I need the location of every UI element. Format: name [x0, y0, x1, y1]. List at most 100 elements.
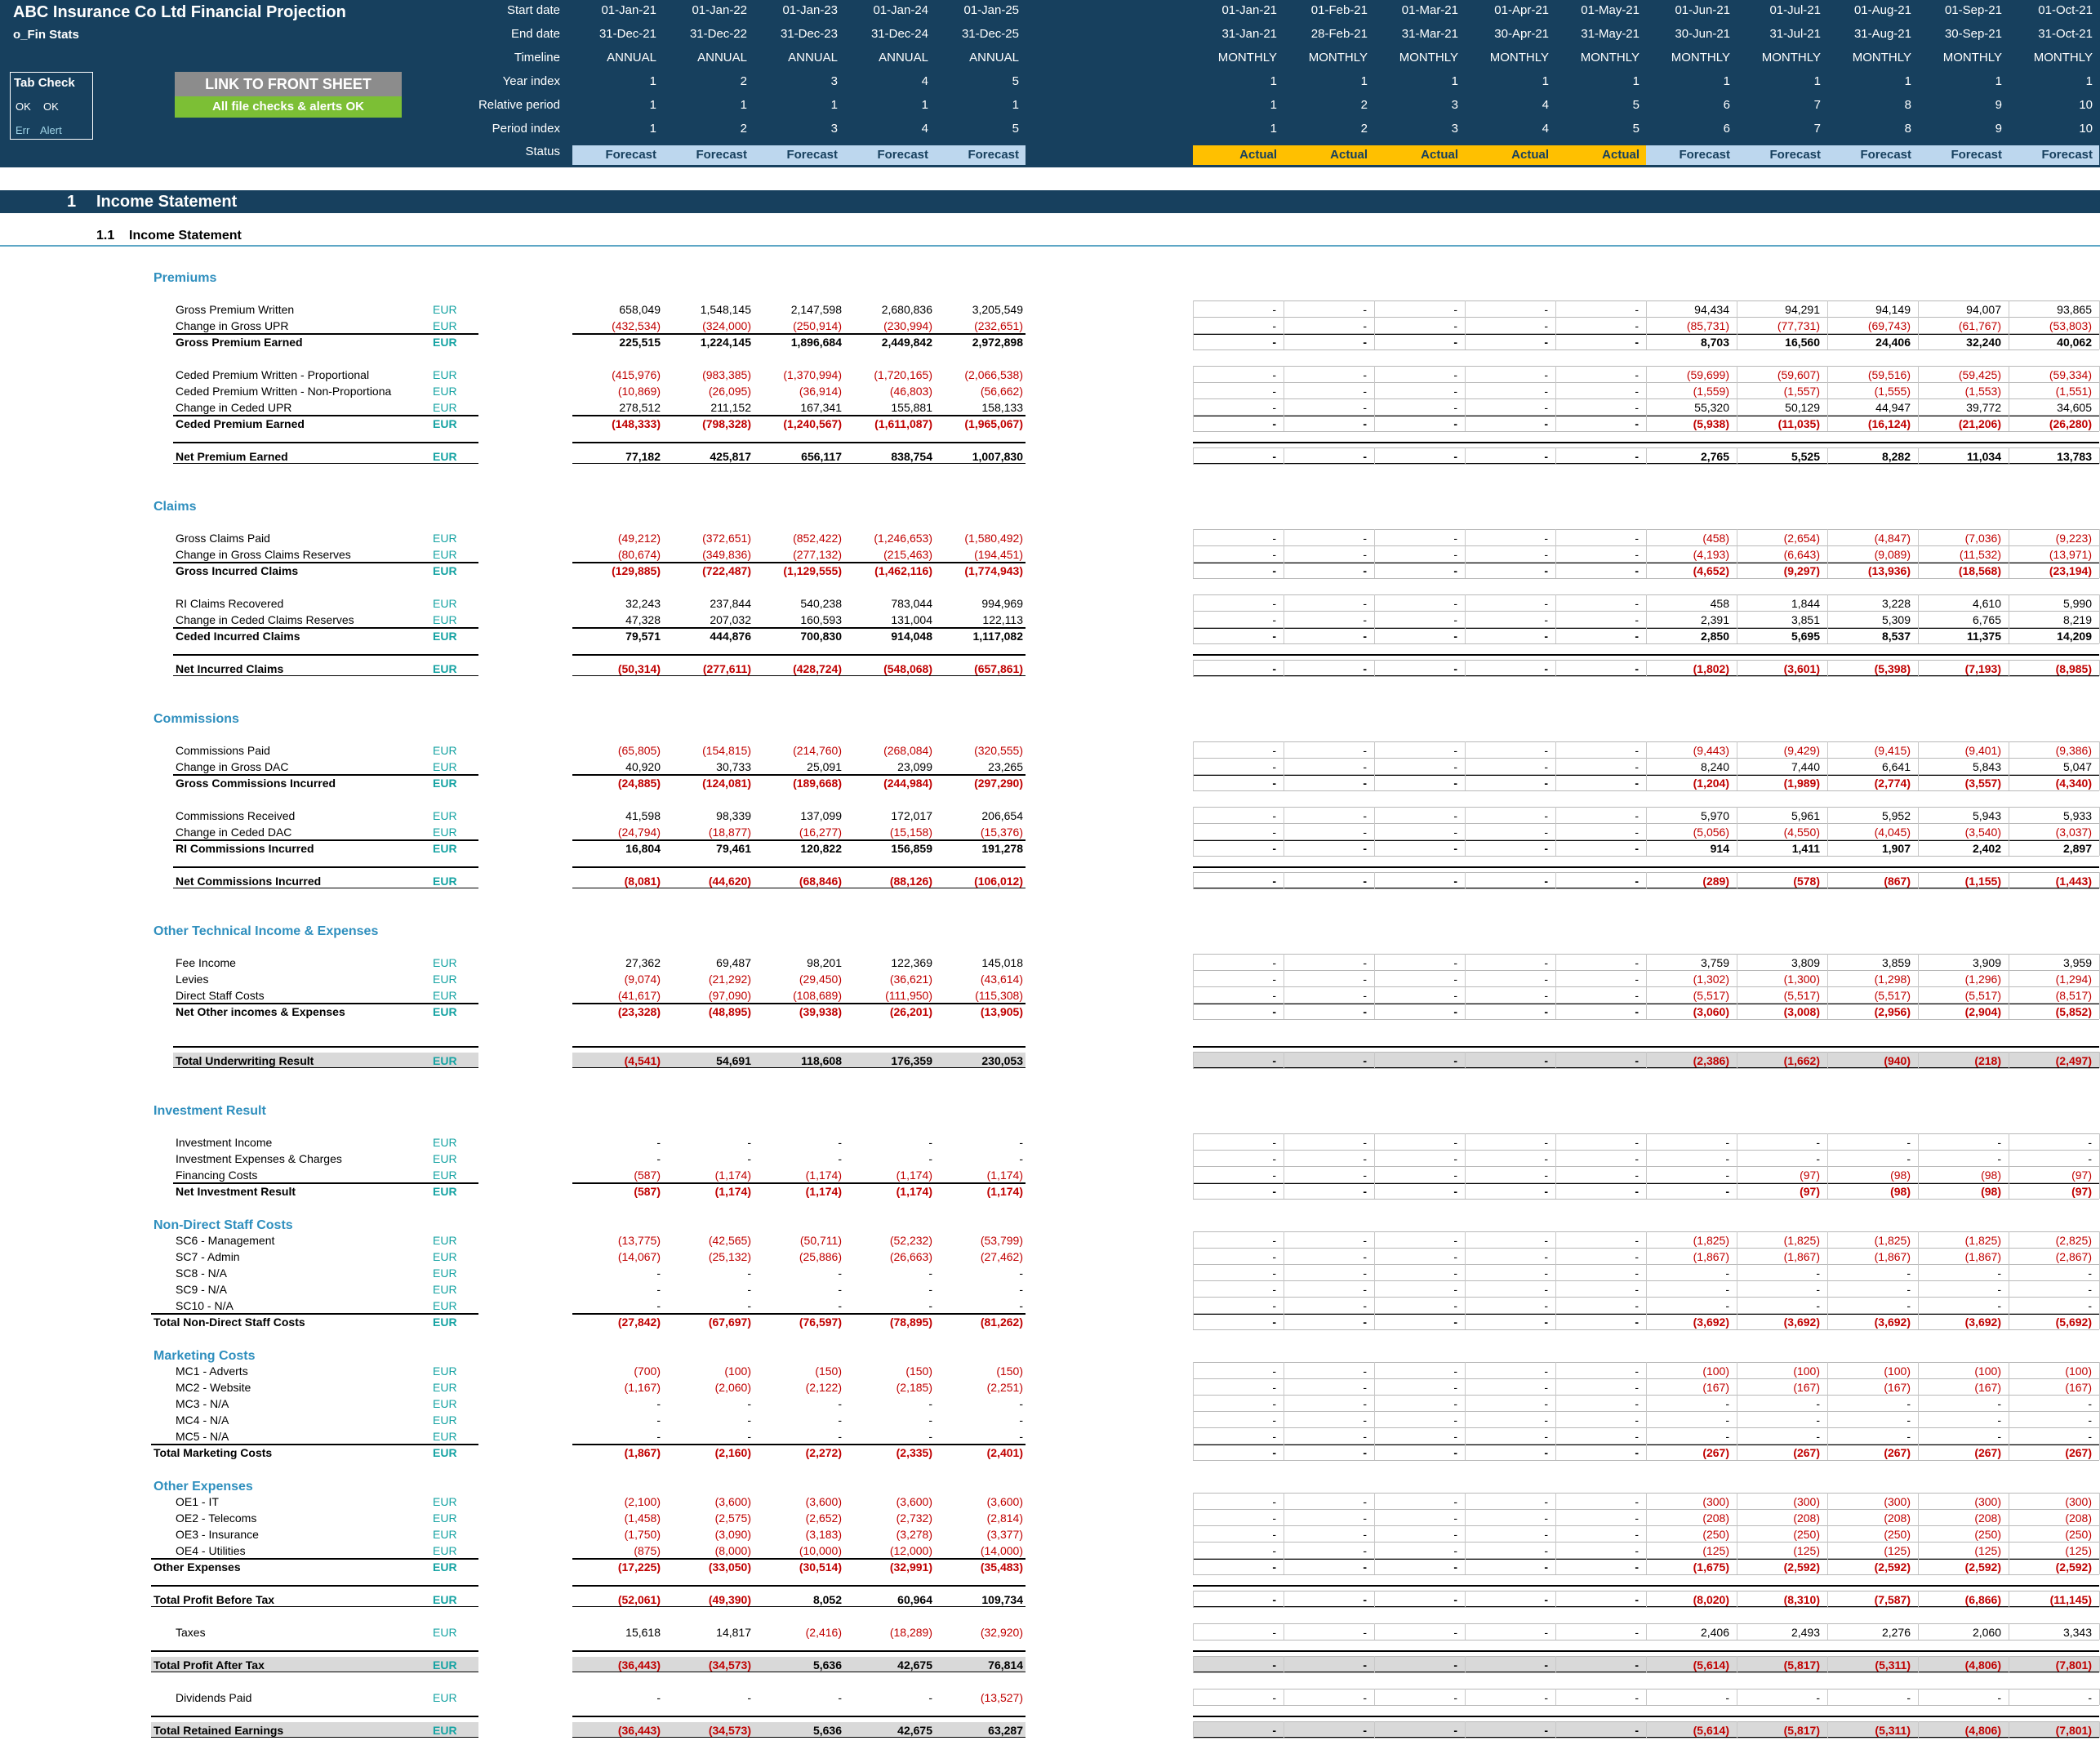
monthly-value[interactable]: - [1453, 1430, 1457, 1443]
annual-value[interactable]: (129,885) [612, 564, 661, 577]
monthly-value[interactable]: - [1453, 1136, 1457, 1149]
monthly-value[interactable]: - [1272, 744, 1276, 757]
monthly-value[interactable]: - [1453, 1446, 1457, 1459]
monthly-value[interactable]: - [1363, 1430, 1367, 1443]
annual-value[interactable]: 76,814 [988, 1658, 1023, 1672]
annual-value[interactable]: (41,617) [617, 989, 661, 1002]
annual-value[interactable]: 230,053 [981, 1054, 1023, 1067]
monthly-value[interactable]: (3,601) [1783, 662, 1820, 675]
monthly-value[interactable]: - [1363, 1413, 1367, 1427]
monthly-value[interactable]: - [1363, 1724, 1367, 1737]
annual-value[interactable]: (4,541) [624, 1054, 661, 1067]
annual-value[interactable]: - [928, 1430, 932, 1443]
annual-value[interactable]: - [747, 1299, 751, 1312]
annual-value[interactable]: (1,750) [624, 1528, 661, 1541]
annual-value[interactable]: (548,068) [883, 662, 932, 675]
monthly-value[interactable]: - [1272, 1544, 1276, 1557]
monthly-value[interactable]: - [1997, 1152, 2001, 1165]
monthly-value[interactable]: (1,553) [1964, 385, 2001, 398]
monthly-value[interactable]: - [1272, 1560, 1276, 1574]
monthly-value[interactable]: - [1725, 1413, 1729, 1427]
annual-value[interactable]: (1,167) [624, 1381, 661, 1394]
annual-value[interactable]: (2,416) [805, 1626, 842, 1639]
monthly-value[interactable]: - [1635, 777, 1639, 790]
annual-value[interactable]: (30,514) [799, 1560, 842, 1574]
annual-value[interactable]: - [747, 1430, 751, 1443]
monthly-value[interactable]: 6,765 [1972, 613, 2001, 626]
annual-value[interactable]: (100) [724, 1364, 751, 1378]
monthly-value[interactable]: - [1272, 1136, 1276, 1149]
monthly-value[interactable]: (250) [1793, 1528, 1820, 1541]
monthly-value[interactable]: - [1272, 319, 1276, 332]
annual-value[interactable]: (244,984) [883, 777, 932, 790]
annual-value[interactable]: (36,621) [889, 973, 932, 986]
annual-value[interactable]: (415,976) [612, 368, 661, 381]
monthly-value[interactable]: - [1272, 1397, 1276, 1410]
monthly-value[interactable]: - [1544, 956, 1548, 969]
monthly-value[interactable]: (53,803) [2049, 319, 2092, 332]
monthly-value[interactable]: - [1635, 1136, 1639, 1149]
annual-value[interactable]: - [838, 1397, 842, 1410]
monthly-value[interactable]: 94,291 [1785, 303, 1820, 316]
monthly-value[interactable]: - [1363, 1593, 1367, 1606]
monthly-value[interactable]: (1,825) [1964, 1234, 2001, 1247]
monthly-value[interactable]: - [1544, 777, 1548, 790]
monthly-value[interactable]: - [1635, 1283, 1639, 1296]
annual-value[interactable]: (36,914) [799, 385, 842, 398]
monthly-value[interactable]: - [1363, 1626, 1367, 1639]
annual-value[interactable]: (1,462,116) [874, 564, 932, 577]
annual-value[interactable]: - [1019, 1413, 1023, 1427]
monthly-value[interactable]: - [1363, 1299, 1367, 1312]
monthly-value[interactable]: - [1272, 1528, 1276, 1541]
annual-value[interactable]: (18,877) [708, 826, 751, 839]
annual-value[interactable]: - [656, 1136, 661, 1149]
monthly-value[interactable]: - [1544, 1136, 1548, 1149]
monthly-value[interactable]: (2,592) [2055, 1560, 2092, 1574]
annual-value[interactable]: 40,920 [625, 760, 661, 773]
annual-value[interactable]: (78,895) [889, 1316, 932, 1329]
monthly-value[interactable]: (300) [2065, 1495, 2092, 1508]
monthly-value[interactable]: - [1272, 417, 1276, 430]
annual-value[interactable]: (1,174) [896, 1169, 932, 1182]
monthly-value[interactable]: 5,309 [1881, 613, 1911, 626]
monthly-value[interactable]: (97) [1800, 1185, 1820, 1198]
monthly-value[interactable]: - [1635, 956, 1639, 969]
monthly-value[interactable]: - [1635, 564, 1639, 577]
annual-value[interactable]: 131,004 [891, 613, 932, 626]
monthly-value[interactable]: (1,298) [1874, 973, 1911, 986]
annual-value[interactable]: - [656, 1430, 661, 1443]
monthly-value[interactable]: - [1272, 1593, 1276, 1606]
monthly-value[interactable]: - [1272, 1234, 1276, 1247]
monthly-value[interactable]: - [1453, 319, 1457, 332]
annual-value[interactable]: 1,117,082 [972, 630, 1023, 643]
monthly-value[interactable]: 40,062 [2057, 336, 2092, 349]
monthly-value[interactable]: - [1453, 875, 1457, 888]
monthly-value[interactable]: - [1363, 336, 1367, 349]
monthly-value[interactable]: - [1635, 1267, 1639, 1280]
annual-value[interactable]: - [1019, 1136, 1023, 1149]
annual-value[interactable]: 155,881 [891, 401, 932, 414]
monthly-value[interactable]: - [1635, 1446, 1639, 1459]
annual-value[interactable]: (154,815) [702, 744, 751, 757]
monthly-value[interactable]: - [1453, 368, 1457, 381]
monthly-value[interactable]: 2,850 [1700, 630, 1729, 643]
monthly-value[interactable]: (6,866) [1964, 1593, 2001, 1606]
monthly-value[interactable]: - [1453, 1495, 1457, 1508]
annual-value[interactable]: 5,636 [812, 1724, 842, 1737]
annual-value[interactable]: 2,972,898 [972, 336, 1023, 349]
annual-value[interactable]: (27,462) [980, 1250, 1023, 1263]
annual-value[interactable]: 2,680,836 [881, 303, 932, 316]
monthly-value[interactable]: - [1635, 662, 1639, 675]
monthly-value[interactable]: (3,557) [1964, 777, 2001, 790]
monthly-value[interactable]: (940) [1884, 1054, 1911, 1067]
monthly-value[interactable]: - [1363, 548, 1367, 561]
monthly-value[interactable]: (100) [1974, 1364, 2001, 1378]
monthly-value[interactable]: - [1453, 826, 1457, 839]
monthly-value[interactable]: (98) [1890, 1185, 1911, 1198]
monthly-value[interactable]: - [1544, 450, 1548, 463]
annual-value[interactable]: 120,822 [800, 842, 842, 855]
monthly-value[interactable]: - [1635, 826, 1639, 839]
monthly-value[interactable]: (9,429) [1783, 744, 1820, 757]
annual-value[interactable]: (18,289) [889, 1626, 932, 1639]
annual-value[interactable]: 25,091 [807, 760, 842, 773]
